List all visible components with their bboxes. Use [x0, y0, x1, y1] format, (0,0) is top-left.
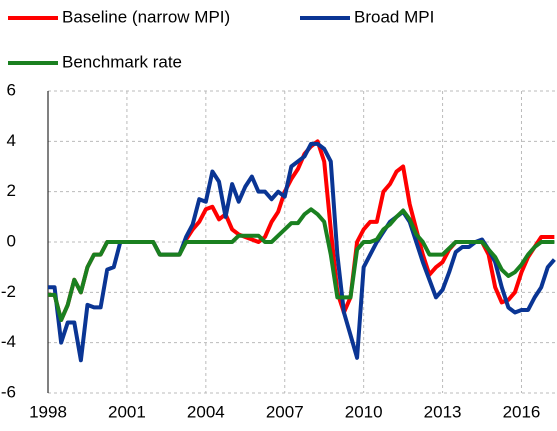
x-tick-label: 2016	[503, 402, 541, 421]
y-tick-label: -2	[1, 282, 16, 301]
legend-label: Benchmark rate	[62, 52, 182, 71]
x-tick-label: 2001	[108, 402, 146, 421]
y-tick-label: -6	[1, 382, 16, 401]
x-tick-label: 2013	[424, 402, 462, 421]
x-tick-label: 2007	[266, 402, 304, 421]
series-line	[48, 141, 556, 363]
y-tick-label: -4	[1, 332, 16, 351]
y-tick-label: 6	[7, 80, 16, 99]
series-line	[48, 207, 555, 323]
legend-label: Broad MPI	[354, 7, 434, 26]
y-tick-label: 2	[7, 181, 16, 200]
series-line	[48, 139, 555, 323]
y-tick-label: 4	[7, 131, 16, 150]
x-tick-label: 2004	[187, 402, 225, 421]
y-tick-label: 0	[7, 231, 16, 250]
x-tick-label: 1998	[29, 402, 67, 421]
x-tick-label: 2010	[345, 402, 383, 421]
legend-label: Baseline (narrow MPI)	[62, 7, 230, 26]
